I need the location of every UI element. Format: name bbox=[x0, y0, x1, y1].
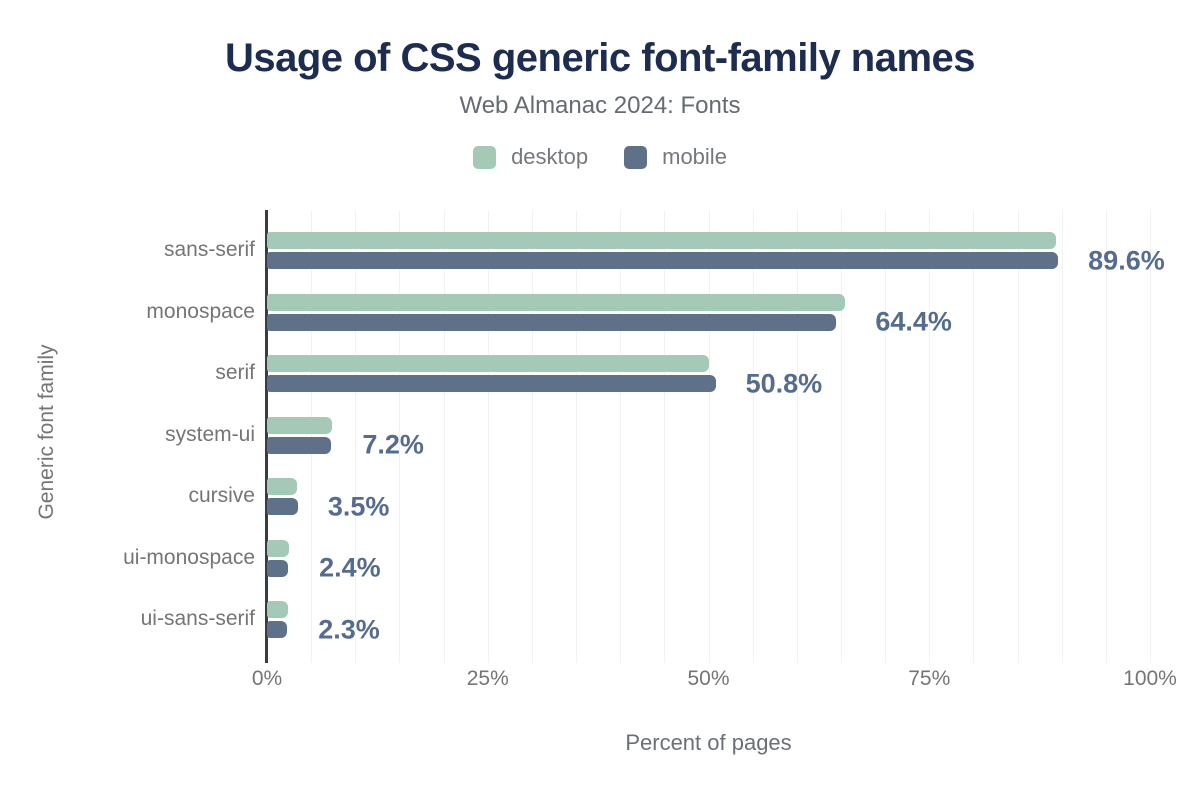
legend: desktop mobile bbox=[0, 144, 1200, 170]
gridline bbox=[1150, 210, 1151, 663]
y-axis-title: Generic font family bbox=[35, 344, 58, 520]
mobile-bar[interactable] bbox=[267, 313, 836, 331]
gridline bbox=[1061, 210, 1063, 663]
gridline bbox=[355, 210, 357, 663]
gridline bbox=[399, 210, 401, 663]
gridline bbox=[973, 210, 975, 663]
value-label: 50.8% bbox=[745, 368, 823, 398]
value-label: 2.3% bbox=[318, 614, 380, 644]
gridline bbox=[752, 210, 754, 663]
mobile-bar[interactable] bbox=[267, 252, 1059, 269]
legend-label-desktop: desktop bbox=[511, 144, 589, 169]
x-axis-tick-label: 75% bbox=[908, 667, 951, 690]
value-label: 7.2% bbox=[362, 429, 424, 460]
gridline bbox=[885, 210, 887, 663]
desktop-bar[interactable] bbox=[267, 293, 846, 311]
legend-label-mobile: mobile bbox=[662, 144, 727, 169]
x-axis-tick-label: 50% bbox=[687, 667, 730, 690]
gridline bbox=[531, 210, 533, 663]
desktop-bar[interactable] bbox=[267, 355, 709, 372]
value-label: 64.4% bbox=[875, 306, 952, 337]
y-axis-line bbox=[265, 210, 268, 663]
gridline bbox=[708, 210, 710, 663]
value-label: 2.4% bbox=[319, 552, 381, 583]
category-label: ui-sans-serif bbox=[140, 607, 255, 630]
x-axis-tick-label: 25% bbox=[466, 667, 509, 690]
mobile-bar[interactable] bbox=[267, 621, 288, 638]
gridline bbox=[796, 210, 798, 663]
gridline bbox=[620, 210, 622, 663]
plot-area: sans-serif 89.6% monospace 64.4% serif 50.8% s… bbox=[123, 210, 1177, 690]
value-label: 89.6% bbox=[1088, 245, 1165, 275]
legend-item-mobile[interactable]: mobile bbox=[624, 144, 727, 170]
gridline bbox=[664, 210, 666, 663]
desktop-swatch-icon bbox=[473, 145, 497, 169]
x-axis-tick-label: 0% bbox=[251, 667, 283, 690]
desktop-bar[interactable] bbox=[267, 232, 1057, 249]
gridline bbox=[443, 210, 445, 663]
gridline bbox=[840, 210, 842, 663]
desktop-bar[interactable] bbox=[267, 539, 290, 557]
mobile-bar[interactable] bbox=[267, 436, 331, 454]
legend-item-desktop[interactable]: desktop bbox=[473, 144, 588, 170]
category-label: system-ui bbox=[165, 422, 255, 446]
gridline bbox=[1017, 210, 1019, 663]
desktop-bar[interactable] bbox=[267, 416, 333, 434]
chart-subtitle: Web Almanac 2024: Fonts bbox=[459, 92, 741, 119]
mobile-bar[interactable] bbox=[267, 375, 716, 392]
gridline bbox=[487, 210, 489, 663]
gridline bbox=[1105, 210, 1107, 663]
mobile-bar[interactable] bbox=[267, 498, 298, 515]
category-label: sans-serif bbox=[163, 238, 255, 261]
category-label: serif bbox=[215, 361, 255, 384]
desktop-bar[interactable] bbox=[267, 601, 289, 618]
category-label: cursive bbox=[188, 484, 255, 507]
gridline bbox=[576, 210, 578, 663]
x-axis-tick-label: 100% bbox=[1123, 667, 1177, 690]
mobile-swatch-icon bbox=[624, 145, 648, 169]
x-axis-title: Percent of pages bbox=[625, 730, 792, 755]
category-label: monospace bbox=[146, 299, 255, 323]
value-label: 3.5% bbox=[327, 491, 390, 521]
mobile-bar[interactable] bbox=[267, 559, 289, 577]
chart-title: Usage of CSS generic font-family names bbox=[224, 36, 976, 80]
category-label: ui-monospace bbox=[123, 545, 255, 569]
gridline bbox=[929, 210, 931, 663]
desktop-bar[interactable] bbox=[267, 478, 298, 495]
